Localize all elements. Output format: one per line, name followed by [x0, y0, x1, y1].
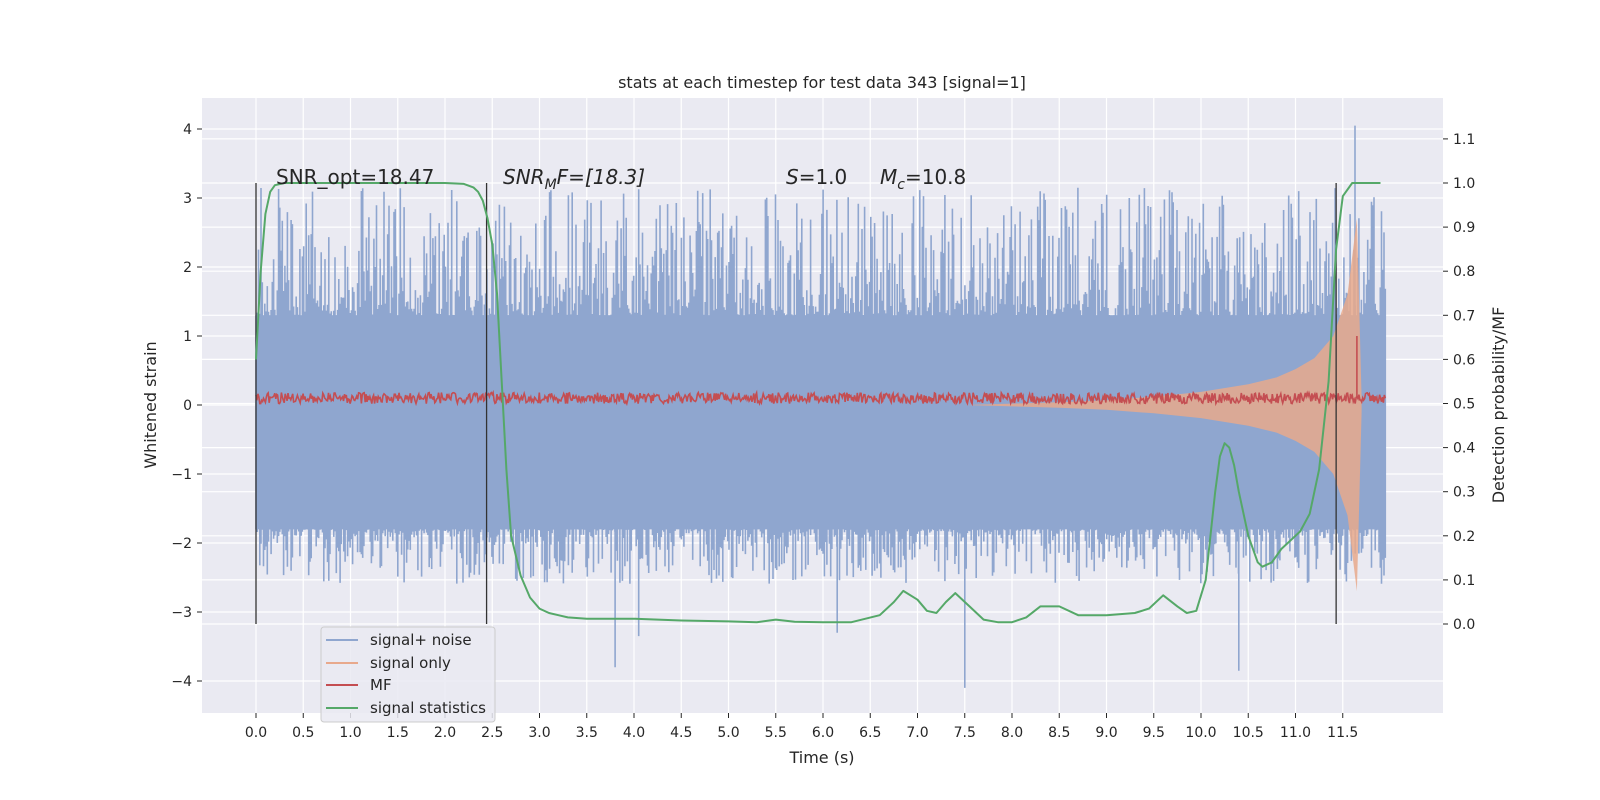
x-axis-ticks: 0.0 0.5 1.0 1.5 2.0 2.5 3.0 3.5 4.0 4.5 5.0 5.5 6.0 6… [245, 713, 1358, 741]
series-mf [255, 336, 1387, 407]
y2-tick-label: 0.4 [1453, 441, 1475, 457]
annotation-snr-mf-sub: M [545, 177, 557, 193]
x-tick-label: 1.0 [339, 725, 361, 741]
y2-axis-ticks: 1.1 1.0 0.9 0.8 0.7 0.6 0.5 0.4 0.3 0.2 0.1 0.0 [1443, 132, 1475, 633]
legend-label-signal-statistics: signal statistics [370, 699, 486, 717]
y-tick-label: −1 [171, 467, 192, 483]
x-tick-label: 1.5 [387, 725, 409, 741]
annotation-s-val: =1.0 [799, 165, 848, 189]
plot-data [255, 125, 1387, 688]
x-axis-title: Time (s) [788, 748, 854, 767]
y-axis-title: Whitened strain [141, 341, 160, 468]
y2-tick-label: 1.0 [1453, 176, 1475, 192]
y2-tick-label: 0.3 [1453, 485, 1475, 501]
y2-tick-label: 0.7 [1453, 308, 1475, 324]
y2-axis-title: Detection probability/MF [1489, 307, 1508, 504]
x-tick-label: 8.0 [1001, 725, 1023, 741]
y-tick-label: 1 [183, 329, 192, 345]
x-tick-label: 6.5 [859, 725, 881, 741]
annotation-snr-mf-rest: F=[18.3] [557, 165, 645, 189]
annotation-snr-opt: SNR_opt=18.47 [276, 165, 434, 189]
annotation-snr-mf-main: SNR [503, 165, 545, 189]
annotation-mc-var: M [880, 165, 897, 189]
y2-tick-label: 0.2 [1453, 529, 1475, 545]
series-signal-only [964, 218, 1362, 592]
y-tick-label: 3 [183, 191, 192, 207]
x-tick-label: 3.0 [528, 725, 550, 741]
statistics-line [255, 182, 1381, 624]
x-tick-label: 2.0 [434, 725, 456, 741]
y-tick-label: 2 [183, 260, 192, 276]
x-tick-label: 0.0 [245, 725, 267, 741]
y-tick-label: 4 [183, 122, 192, 138]
x-tick-label: 3.5 [576, 725, 598, 741]
y2-tick-label: 0.9 [1453, 220, 1475, 236]
annotation-mc: Mc=10.8 [880, 165, 966, 193]
annotation-s: S=1.0 [786, 165, 847, 189]
x-tick-label: 7.5 [954, 725, 976, 741]
mf-line [255, 336, 1387, 407]
legend: signal+ noise signal only MF signal stat… [320, 626, 496, 723]
x-tick-label: 0.5 [292, 725, 314, 741]
annotation-snr-mf: SNRMF=[18.3] [503, 165, 645, 193]
y2-tick-label: 0.0 [1453, 617, 1475, 633]
y2-tick-label: 0.1 [1453, 573, 1475, 589]
y2-tick-label: 0.5 [1453, 397, 1475, 413]
x-tick-label: 6.0 [812, 725, 834, 741]
legend-label-mf: MF [370, 676, 392, 694]
y2-tick-label: 1.1 [1453, 132, 1475, 148]
annotation-mc-val: =10.8 [905, 165, 966, 189]
x-tick-label: 5.0 [717, 725, 739, 741]
y-axis-ticks: 4 3 2 1 0 −1 −2 −3 −4 [171, 122, 202, 690]
y-tick-label: 0 [183, 398, 192, 414]
legend-label-signal-noise: signal+ noise [370, 631, 472, 649]
annotation-s-var: S [786, 165, 799, 189]
y2-tick-label: 0.6 [1453, 352, 1475, 368]
y-tick-label: −3 [171, 605, 192, 621]
x-tick-label: 4.0 [623, 725, 645, 741]
x-tick-label: 11.0 [1280, 725, 1311, 741]
x-tick-label: 4.5 [670, 725, 692, 741]
chart-title: stats at each timestep for test data 343… [618, 73, 1026, 92]
series-signal-noise [255, 125, 1387, 688]
series-signal-statistics [255, 182, 1381, 624]
y-tick-label: −2 [171, 536, 192, 552]
x-tick-label: 2.5 [481, 725, 503, 741]
x-tick-label: 10.5 [1233, 725, 1264, 741]
x-tick-label: 10.0 [1185, 725, 1216, 741]
signal-only-envelope [964, 218, 1362, 592]
x-tick-label: 8.5 [1048, 725, 1070, 741]
x-tick-label: 11.5 [1327, 725, 1358, 741]
x-tick-label: 7.0 [906, 725, 928, 741]
annotation-mc-sub: c [897, 177, 905, 193]
x-tick-label: 5.5 [765, 725, 787, 741]
y2-tick-label: 0.8 [1453, 264, 1475, 280]
y-tick-label: −4 [171, 674, 192, 690]
x-tick-label: 9.5 [1143, 725, 1165, 741]
x-tick-label: 9.0 [1095, 725, 1117, 741]
legend-box [320, 626, 496, 723]
legend-label-signal-only: signal only [370, 654, 451, 672]
